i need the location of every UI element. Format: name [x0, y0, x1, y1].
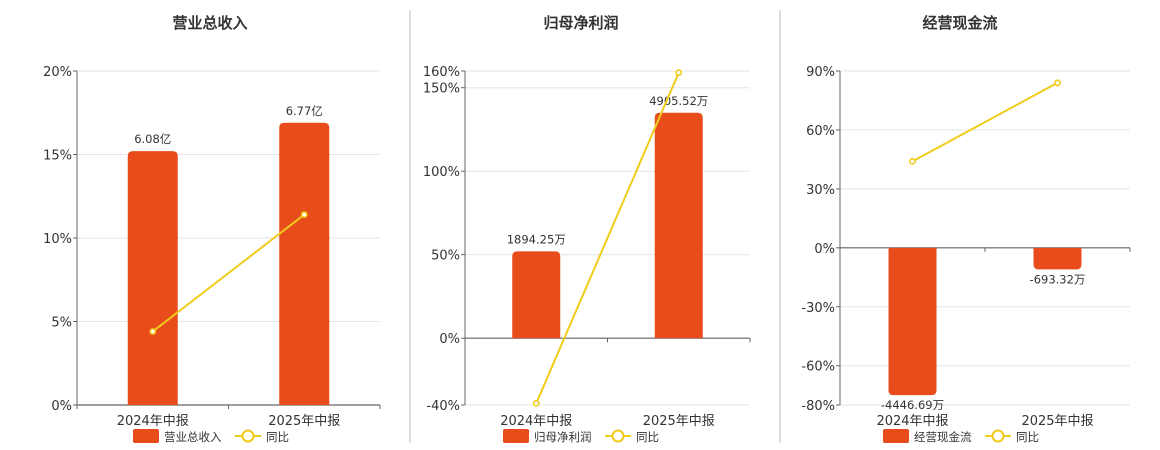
y-tick-label: 5%	[51, 316, 72, 331]
x-category-label: 2024年中报	[117, 414, 189, 429]
bar	[127, 151, 178, 405]
y-tick-label: -30%	[801, 301, 835, 316]
x-category-label: 2024年中报	[876, 414, 948, 429]
yoy-point	[149, 328, 157, 335]
legend-line-label: 同比	[636, 430, 659, 444]
legend-bar-label: 归母净利润	[534, 430, 592, 444]
yoy-line	[535, 72, 680, 404]
legend-bar-swatch	[133, 429, 159, 443]
bar	[279, 122, 330, 406]
chart-panel-2: 归母净利润 -40% 0% 50% 100% 150% 160% 1894.25万 4905.5…	[423, 14, 751, 444]
legend-bar-label: 经营现金流	[914, 430, 972, 444]
legend-bar-label: 营业总收入	[164, 430, 222, 444]
legend-line-label: 同比	[266, 430, 289, 444]
y-tick-label: 90%	[806, 65, 835, 80]
yoy-line	[152, 213, 305, 333]
bar-data-label: -4446.69万	[881, 398, 944, 412]
bar	[1033, 247, 1082, 270]
legend-bar-swatch	[503, 429, 529, 443]
x-category-label: 2024年中报	[500, 414, 572, 429]
y-tick-label: 60%	[806, 124, 835, 139]
chart-title: 归母净利润	[543, 14, 618, 32]
yoy-point	[1054, 79, 1061, 87]
legend-line-label: 同比	[1016, 430, 1039, 444]
y-tick-label: 0%	[51, 399, 72, 414]
legend-line-marker	[991, 429, 1005, 443]
x-category-label: 2025年中报	[1021, 414, 1093, 429]
y-tick-label: 20%	[43, 65, 72, 80]
chart-title: 营业总收入	[172, 14, 247, 32]
y-tick-label: -80%	[801, 399, 835, 414]
y-tick-label: 150%	[423, 82, 460, 97]
y-tick-label: -40%	[426, 399, 460, 414]
legend-bar-swatch	[883, 429, 909, 443]
bar	[888, 247, 937, 396]
bar	[512, 251, 561, 339]
y-tick-label: 10%	[43, 232, 72, 247]
yoy-point	[675, 69, 683, 77]
y-tick-label: 50%	[431, 249, 460, 264]
chart-panel-1: 营业总收入 0% 5% 10% 15% 20% 6.08亿 6.77亿 2024年中报 2025年…	[43, 14, 381, 444]
bar-data-label: 1894.25万	[507, 232, 566, 246]
yoy-point	[300, 211, 308, 219]
bar-data-label: 6.08亿	[134, 132, 171, 146]
y-tick-label: 100%	[423, 165, 460, 180]
bar	[654, 112, 703, 339]
x-category-label: 2025年中报	[643, 414, 715, 429]
legend-line-marker	[611, 429, 625, 443]
yoy-point	[909, 157, 916, 165]
y-tick-label: 0%	[439, 332, 460, 347]
bar-data-label: 4905.52万	[649, 94, 708, 108]
chart-title: 经营现金流	[922, 14, 997, 32]
bar-data-label: -693.32万	[1030, 272, 1086, 286]
y-tick-label: -60%	[801, 360, 835, 375]
yoy-line	[912, 81, 1058, 163]
yoy-point	[532, 399, 540, 407]
chart-panel-3: 经营现金流 -80% -60% -30% 0% 30% 60% 90% -4446.69万 -69…	[801, 14, 1131, 444]
y-tick-label: 15%	[43, 149, 72, 164]
legend-line-marker	[241, 429, 255, 443]
bar-data-label: 6.77亿	[286, 104, 323, 118]
y-tick-label: 160%	[423, 65, 460, 80]
x-category-label: 2025年中报	[268, 414, 340, 429]
y-tick-label: 0%	[814, 242, 835, 257]
y-tick-label: 30%	[806, 183, 835, 198]
